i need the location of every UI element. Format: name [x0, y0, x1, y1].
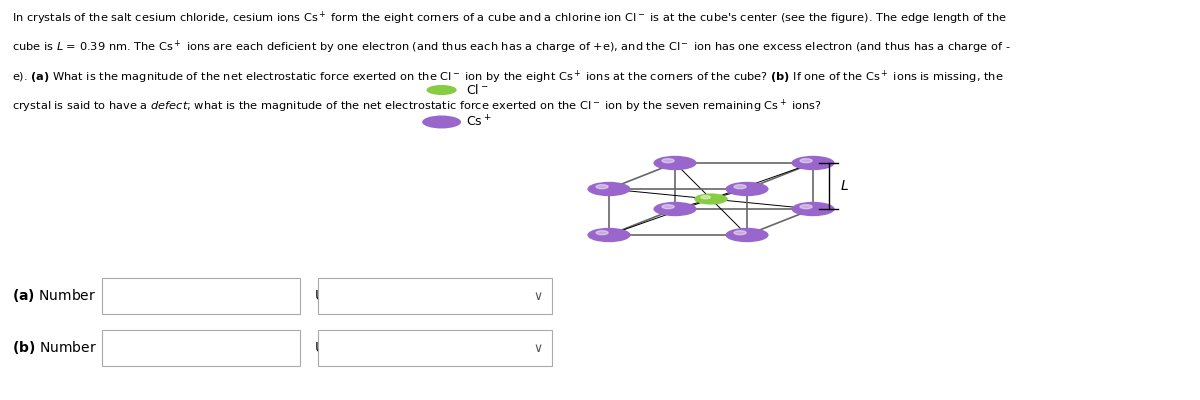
Text: $\bf{(b)}$ Number: $\bf{(b)}$ Number: [12, 340, 97, 356]
Circle shape: [662, 205, 674, 209]
Circle shape: [725, 182, 768, 196]
Circle shape: [426, 85, 457, 95]
Text: ∨: ∨: [533, 342, 542, 354]
Text: $\bf{(a)}$ Number: $\bf{(a)}$ Number: [12, 288, 96, 304]
Circle shape: [422, 116, 461, 128]
Circle shape: [734, 231, 746, 235]
Text: Cl$^-$: Cl$^-$: [466, 83, 488, 97]
Circle shape: [596, 185, 608, 189]
FancyBboxPatch shape: [102, 278, 300, 314]
Circle shape: [701, 196, 710, 199]
Text: Units: Units: [314, 289, 349, 303]
Text: crystal is said to have a $\it{defect}$; what is the magnitude of the net electr: crystal is said to have a $\it{defect}$;…: [12, 98, 822, 115]
FancyBboxPatch shape: [318, 330, 552, 366]
Text: Units: Units: [314, 341, 349, 355]
Circle shape: [587, 182, 631, 196]
Circle shape: [653, 202, 696, 216]
Circle shape: [725, 228, 768, 242]
Circle shape: [587, 228, 631, 242]
Circle shape: [792, 156, 835, 170]
Text: cube is $L$ = 0.39 nm. The Cs$^+$ ions are each deficient by one electron (and t: cube is $L$ = 0.39 nm. The Cs$^+$ ions a…: [12, 39, 1010, 56]
Circle shape: [792, 202, 835, 216]
Circle shape: [734, 185, 746, 189]
Circle shape: [596, 231, 608, 235]
Circle shape: [800, 159, 812, 163]
Circle shape: [653, 156, 696, 170]
FancyBboxPatch shape: [102, 330, 300, 366]
FancyBboxPatch shape: [318, 278, 552, 314]
Text: In crystals of the salt cesium chloride, cesium ions Cs$^+$ form the eight corne: In crystals of the salt cesium chloride,…: [12, 10, 1007, 27]
Text: L: L: [840, 179, 848, 193]
Text: Cs$^+$: Cs$^+$: [466, 114, 491, 130]
Text: ∨: ∨: [533, 290, 542, 302]
Circle shape: [800, 205, 812, 209]
Text: e). $\bf{(a)}$ What is the magnitude of the net electrostatic force exerted on t: e). $\bf{(a)}$ What is the magnitude of …: [12, 68, 1003, 86]
Circle shape: [694, 193, 727, 204]
Circle shape: [662, 159, 674, 163]
